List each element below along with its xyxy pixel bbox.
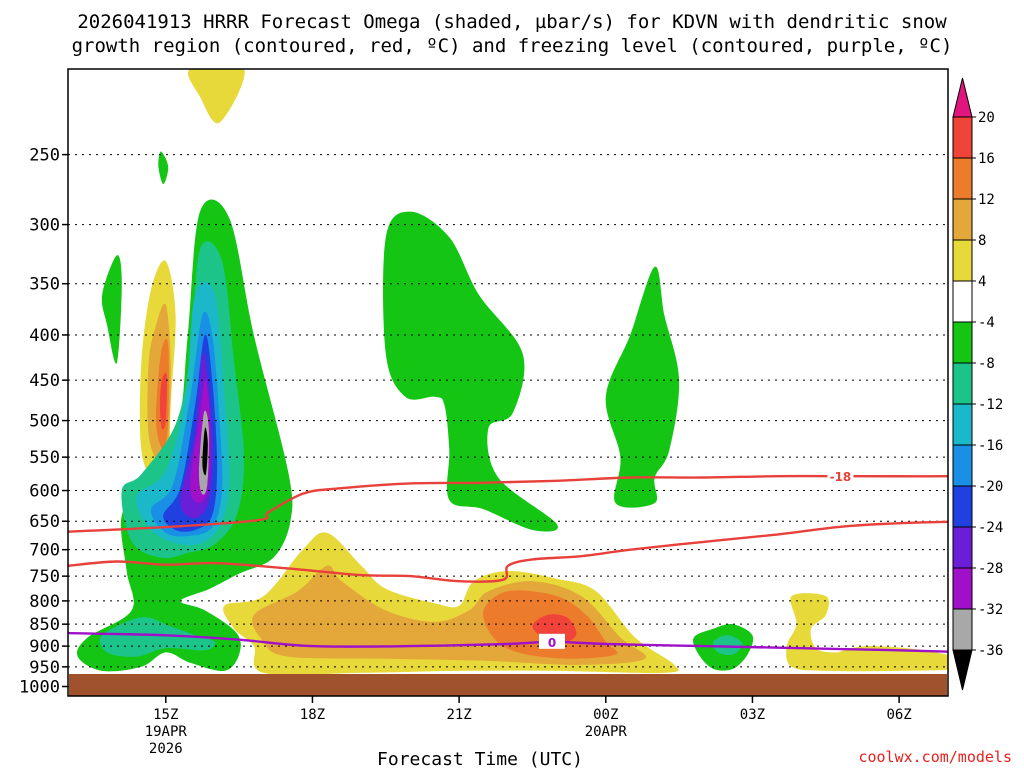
plot-area bbox=[76, 69, 948, 675]
colorbar-bin bbox=[952, 567, 973, 610]
x-tick-date: 19APR bbox=[145, 724, 188, 740]
x-tick-label: 18Z bbox=[300, 707, 325, 723]
x-axis-title: Forecast Time (UTC) bbox=[377, 749, 583, 768]
ground-surface bbox=[69, 674, 947, 696]
y-tick-label: 950 bbox=[29, 658, 60, 678]
y-tick-label: 500 bbox=[29, 412, 60, 432]
colorbar-label: 20 bbox=[978, 110, 995, 126]
contour-line bbox=[68, 520, 948, 583]
contour-label: -18 bbox=[830, 470, 852, 484]
colorbar-bin bbox=[952, 403, 973, 446]
colorbar-label: 16 bbox=[978, 151, 995, 167]
omega-shaded-region bbox=[159, 372, 168, 430]
colorbar-label: -28 bbox=[978, 561, 1003, 577]
omega-shaded-region bbox=[605, 266, 680, 508]
y-tick-label: 650 bbox=[29, 512, 60, 532]
y-tick-label: 250 bbox=[29, 146, 60, 166]
colorbar-label: -4 bbox=[978, 315, 995, 331]
colorbar-top-arrow bbox=[952, 77, 973, 118]
x-tick-label: 06Z bbox=[886, 707, 911, 723]
y-tick-label: 700 bbox=[29, 541, 60, 561]
y-tick-label: 550 bbox=[29, 448, 60, 468]
contour-label-bg bbox=[827, 468, 854, 484]
colorbar-bin bbox=[952, 157, 973, 200]
omega-shaded-region bbox=[202, 427, 208, 476]
colorbar-label: -24 bbox=[978, 520, 1003, 536]
x-tick-label: 03Z bbox=[740, 707, 765, 723]
omega-shaded-region bbox=[383, 211, 558, 532]
colorbar-bin bbox=[952, 526, 973, 569]
y-tick-label: 850 bbox=[29, 615, 60, 635]
colorbar-bin bbox=[952, 198, 973, 241]
y-tick-label: 450 bbox=[29, 371, 60, 391]
x-tick-label: 21Z bbox=[446, 707, 471, 723]
y-tick-label: 300 bbox=[29, 216, 60, 236]
omega-shaded-region bbox=[158, 151, 169, 185]
contour-label: 0 bbox=[548, 636, 556, 650]
omega-shaded-region bbox=[786, 593, 948, 672]
chart-title-line1: 2026041913 HRRR Forecast Omega (shaded, … bbox=[77, 11, 947, 33]
x-tick-date: 20APR bbox=[585, 724, 628, 740]
omega-shaded-region bbox=[101, 255, 122, 364]
omega-shaded-region bbox=[99, 617, 216, 657]
x-tick-label: 00Z bbox=[593, 707, 618, 723]
colorbar: 20 16 12 8 4 -4 -8 -12 -16 -20 -24 -28 -32 -36 bbox=[952, 77, 1003, 691]
colorbar-bin bbox=[952, 444, 973, 487]
colorbar-bin bbox=[952, 239, 973, 282]
colorbar-label: -8 bbox=[978, 356, 995, 372]
y-tick-label: 800 bbox=[29, 592, 60, 612]
colorbar-label: -12 bbox=[978, 397, 1003, 413]
credit-text: coolwx.com/models bbox=[858, 748, 1012, 766]
colorbar-label: 4 bbox=[978, 274, 986, 290]
y-tick-label: 400 bbox=[29, 326, 60, 346]
colorbar-bin bbox=[952, 321, 973, 364]
x-tick-label: 15Z bbox=[153, 707, 178, 723]
x-tick-year: 2026 bbox=[149, 741, 183, 757]
y-tick-label: 600 bbox=[29, 482, 60, 502]
colorbar-label: -16 bbox=[978, 438, 1003, 454]
colorbar-label: -36 bbox=[978, 643, 1003, 659]
colorbar-bin bbox=[952, 485, 973, 528]
colorbar-bottom-arrow bbox=[952, 649, 973, 691]
y-tick-label: 750 bbox=[29, 567, 60, 587]
colorbar-bin bbox=[952, 362, 973, 405]
chart-title-line2: growth region (contoured, red, ºC) and f… bbox=[72, 35, 953, 57]
colorbar-label: -20 bbox=[978, 479, 1003, 495]
y-axis: 2503003504004505005506006507007508008509… bbox=[19, 146, 68, 698]
omega-shaded-region bbox=[712, 635, 743, 656]
contour-lines: -18 0 bbox=[68, 468, 948, 653]
colorbar-label: 12 bbox=[978, 192, 995, 208]
colorbar-label: -32 bbox=[978, 602, 1003, 618]
y-tick-label: 350 bbox=[29, 275, 60, 295]
contour-label-bg bbox=[539, 633, 565, 649]
plot-frame bbox=[67, 68, 949, 697]
colorbar-label: 8 bbox=[978, 233, 986, 249]
y-tick-label: 900 bbox=[29, 637, 60, 657]
colorbar-bin bbox=[952, 280, 973, 323]
omega-shaded-region bbox=[187, 69, 245, 124]
colorbar-bin bbox=[952, 608, 973, 651]
y-tick-label: 1000 bbox=[19, 678, 60, 698]
colorbar-bin bbox=[952, 116, 973, 159]
